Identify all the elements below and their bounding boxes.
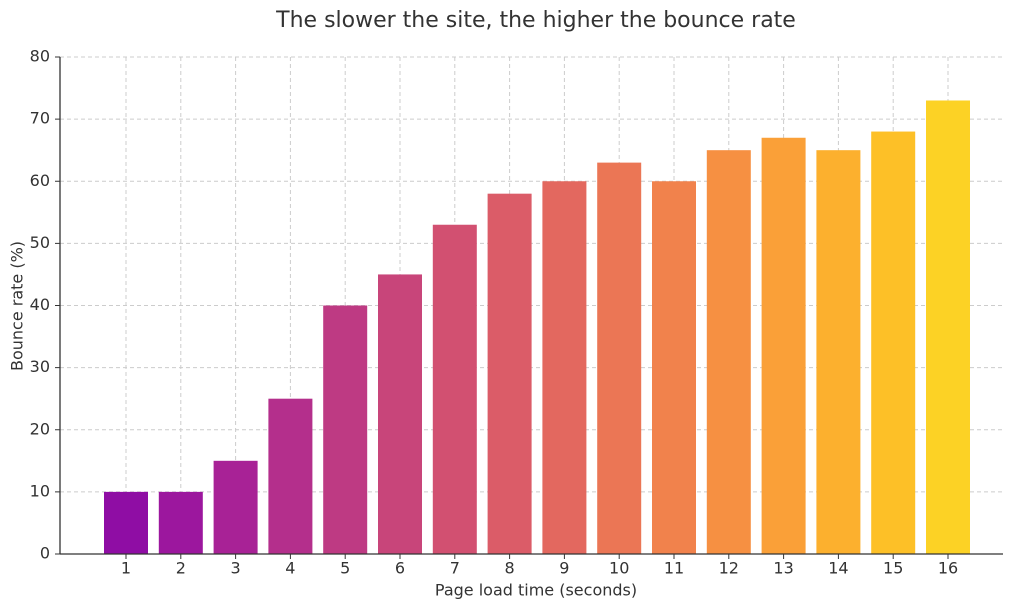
x-tick-label: 3	[231, 559, 241, 578]
y-tick-label: 80	[30, 47, 50, 66]
x-tick-label: 15	[883, 559, 903, 578]
bar	[871, 131, 916, 555]
x-tick-label: 14	[828, 559, 848, 578]
bar	[487, 193, 532, 555]
chart-title: The slower the site, the higher the boun…	[275, 8, 796, 33]
bar	[268, 398, 313, 554]
x-tick-label: 7	[450, 559, 460, 578]
x-tick-label: 6	[395, 559, 405, 578]
bar	[597, 162, 642, 555]
x-tick-label: 16	[938, 559, 958, 578]
bar	[378, 274, 422, 554]
x-tick-label: 9	[559, 559, 569, 578]
x-tick-label: 2	[176, 559, 186, 578]
x-tick-label: 12	[719, 559, 739, 578]
bar	[816, 150, 861, 554]
bars	[104, 100, 970, 555]
x-tick-label: 11	[664, 559, 684, 578]
bar	[213, 460, 258, 554]
x-tick-label: 13	[773, 559, 793, 578]
y-axis-label: Bounce rate (%)	[8, 241, 27, 371]
bar	[542, 181, 587, 554]
y-tick-label: 50	[30, 233, 50, 252]
y-tick-label: 0	[40, 544, 50, 563]
x-tick-label: 4	[285, 559, 295, 578]
bar	[652, 181, 696, 554]
x-tick-label: 5	[340, 559, 350, 578]
y-tick-label: 10	[30, 481, 50, 500]
bar	[761, 137, 806, 554]
bar	[158, 491, 203, 554]
x-tick-label: 1	[121, 559, 131, 578]
x-axis-label: Page load time (seconds)	[435, 581, 637, 600]
bar	[104, 491, 148, 554]
bar	[432, 224, 477, 555]
bar	[706, 150, 751, 554]
bar	[323, 305, 368, 554]
y-tick-label: 30	[30, 357, 50, 376]
y-tick-label: 70	[30, 109, 50, 128]
y-tick-label: 40	[30, 295, 50, 314]
y-tick-label: 60	[30, 171, 50, 190]
x-tick-label: 8	[505, 559, 515, 578]
bar	[926, 100, 970, 555]
x-tick-label: 10	[609, 559, 629, 578]
y-tick-label: 20	[30, 419, 50, 438]
